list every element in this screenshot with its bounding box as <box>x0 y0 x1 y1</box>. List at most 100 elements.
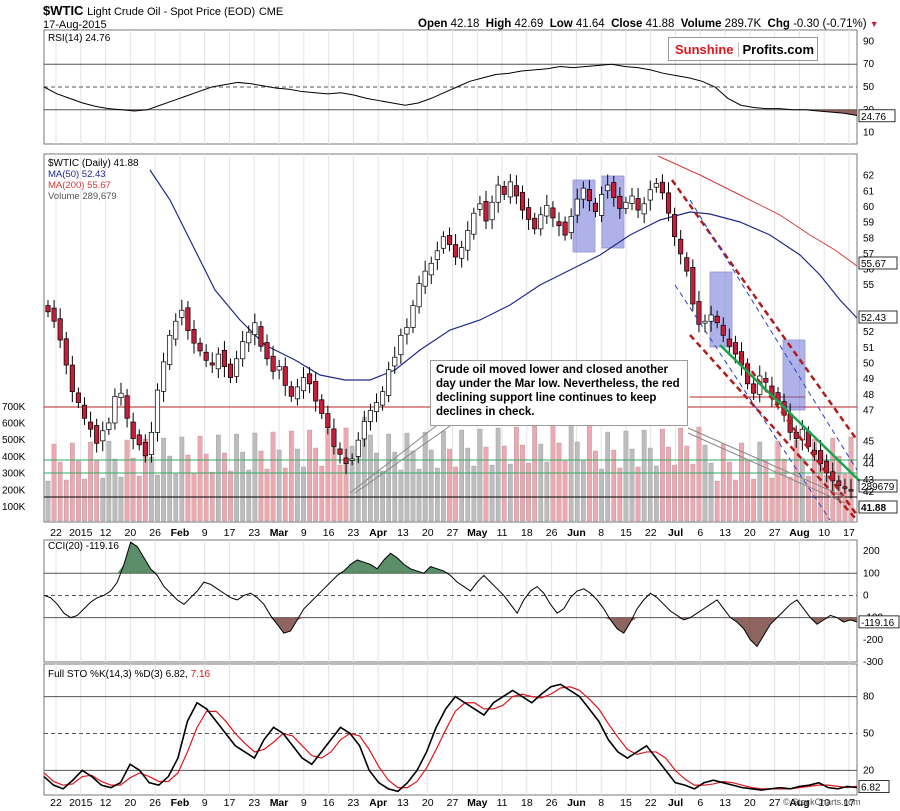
candle-body <box>538 214 544 230</box>
volume-bar <box>447 448 452 522</box>
candle-body <box>714 315 720 324</box>
candle-body <box>307 373 313 385</box>
date-label-bottom: 2015 <box>69 797 93 809</box>
volume-tick: 700K <box>2 402 26 413</box>
candle-body <box>81 404 88 419</box>
candle-body <box>319 399 325 414</box>
ma50-label-box <box>858 310 898 324</box>
volume-bar <box>702 444 708 522</box>
candle-body <box>75 392 81 403</box>
candle-body <box>696 301 702 325</box>
volume-bar <box>234 433 239 522</box>
candle-body <box>264 342 270 360</box>
cci-overbought-fill <box>44 542 857 574</box>
date-label-mid: May <box>467 527 488 539</box>
date-label-bottom: 27 <box>447 797 459 809</box>
volume-bar <box>672 464 677 522</box>
volume-bar <box>252 432 258 522</box>
volume-bar <box>848 436 854 522</box>
date-label-bottom: Jul <box>668 797 683 809</box>
close-label: Close <box>611 18 643 30</box>
date-label-bottom: May <box>467 797 488 809</box>
candle-body <box>112 395 118 424</box>
date-label-bottom: 20 <box>125 797 137 809</box>
date-label-mid: 27 <box>769 527 781 539</box>
candle-body <box>617 195 623 209</box>
rsi-tick: 10 <box>863 128 875 139</box>
candle-body <box>574 198 580 216</box>
rsi-line <box>43 63 858 116</box>
volume-bar <box>130 457 136 522</box>
candle-body <box>63 338 69 366</box>
volume-last-label: 289679 <box>861 482 895 493</box>
volume-bar <box>544 461 550 522</box>
date-label-mid: 12 <box>100 527 112 539</box>
volume-bar <box>100 477 106 522</box>
date-label-mid: 20 <box>422 527 434 539</box>
candle-body <box>325 413 331 429</box>
rsi-title: RSI(14) 24.76 <box>48 33 111 44</box>
candle-body <box>556 221 562 227</box>
candle-body <box>483 200 489 222</box>
volume-bar <box>495 427 501 522</box>
volume-bar <box>787 476 793 522</box>
volume-bar <box>708 462 714 522</box>
volume-tick: 200K <box>2 485 26 496</box>
cci-last-box <box>858 615 900 629</box>
volume-bar <box>562 460 568 522</box>
volume-bar <box>185 454 191 522</box>
exchange: CME <box>258 6 284 18</box>
sunshine-profits-logo: Sunshine Profits.com <box>668 37 818 61</box>
price-tick: 44 <box>863 459 875 470</box>
candle-body <box>519 191 526 211</box>
sto-tick: 50 <box>863 729 875 740</box>
ma50-line <box>149 169 858 381</box>
red-declining-line-lower <box>738 354 859 516</box>
date-label-bottom: 26 <box>149 797 161 809</box>
price-tick: 60 <box>863 202 875 213</box>
candle-body <box>185 307 191 331</box>
rsi-tick: 70 <box>863 59 875 70</box>
cci-panel <box>43 539 858 663</box>
volume-bar <box>757 441 763 522</box>
date-label-mid: 20 <box>125 527 137 539</box>
date-label-mid: Aug <box>789 527 809 539</box>
date-label-mid: 23 <box>248 527 260 539</box>
volume-bar <box>337 464 343 522</box>
volume-bar <box>726 461 732 522</box>
volume-bar <box>641 429 647 522</box>
candle-body <box>532 217 538 230</box>
candle-body <box>246 331 252 344</box>
volume-bar <box>714 480 720 522</box>
close-value: 41.88 <box>645 18 675 30</box>
candle-body <box>373 402 380 413</box>
candle-body <box>562 221 568 236</box>
volume-bar <box>288 430 294 522</box>
candle-body <box>690 267 696 305</box>
candle-body <box>568 215 574 233</box>
date-label-bottom: 20 <box>422 797 434 809</box>
cci-oversold-fill <box>44 617 857 647</box>
volume-bar <box>611 449 617 522</box>
volume-bar <box>240 451 246 522</box>
candle-body <box>331 428 337 447</box>
candle-body <box>440 236 446 249</box>
price-tick: 44 <box>863 452 875 463</box>
date-label-bottom: 8 <box>598 797 604 809</box>
high-value: 42.69 <box>514 18 544 30</box>
volume-bar <box>203 453 209 522</box>
candle-body <box>477 203 483 210</box>
sto-last-value: 6.82 <box>861 783 881 794</box>
volume-bar <box>94 459 100 522</box>
candle-body <box>702 320 708 324</box>
volume-bar <box>678 427 684 522</box>
rsi-tick: 50 <box>863 82 875 93</box>
volume-bar <box>623 430 629 522</box>
candle-body <box>161 361 167 392</box>
volume-bar <box>483 446 489 522</box>
volume-bar <box>580 459 586 522</box>
candle-body <box>234 358 240 377</box>
volume-bar <box>812 438 817 522</box>
volume-bar <box>587 422 592 522</box>
